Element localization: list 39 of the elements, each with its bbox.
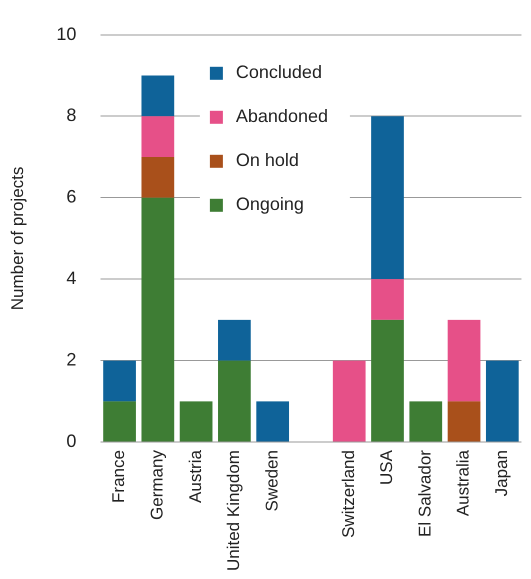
y-tick-label: 10 <box>56 24 76 44</box>
x-tick-label: USA <box>377 449 396 486</box>
y-tick-label: 0 <box>66 431 76 452</box>
bar <box>448 401 480 442</box>
y-tick-label: 4 <box>66 268 76 288</box>
x-tick-label: Sweden <box>262 450 282 512</box>
bar <box>141 116 174 157</box>
legend-label: Abandoned <box>236 106 328 126</box>
bar <box>371 279 404 320</box>
x-tick-label: Germany <box>148 450 167 520</box>
bar <box>332 360 366 442</box>
x-tick-label: Austria <box>186 450 205 503</box>
bar <box>409 401 442 442</box>
y-tick-label: 8 <box>66 105 76 126</box>
x-tick-label: Switzerland <box>338 450 358 538</box>
bar <box>371 116 404 280</box>
legend-label: Ongoing <box>236 194 304 214</box>
y-tick-label: 2 <box>66 350 76 370</box>
bar <box>141 156 174 198</box>
x-tick-label: France <box>109 450 128 503</box>
bar <box>141 76 174 116</box>
bar <box>371 320 404 442</box>
y-axis-title: Number of projects <box>8 166 27 310</box>
bar <box>218 360 251 442</box>
x-tick-label: Australia <box>454 449 473 516</box>
x-tick-label: Japan <box>492 450 512 496</box>
bar <box>103 401 136 442</box>
bar <box>103 360 136 402</box>
bar <box>486 360 519 442</box>
legend-label: Concluded <box>236 62 322 82</box>
bar <box>218 320 251 361</box>
legend-label: On hold <box>236 150 299 170</box>
y-tick-label: 6 <box>66 186 76 207</box>
bar <box>180 401 212 442</box>
bar <box>256 401 290 442</box>
x-tick-label: El Salvador <box>415 450 434 537</box>
bar <box>448 320 480 402</box>
bar <box>141 198 174 442</box>
x-tick-label: United Kingdom <box>224 450 244 572</box>
